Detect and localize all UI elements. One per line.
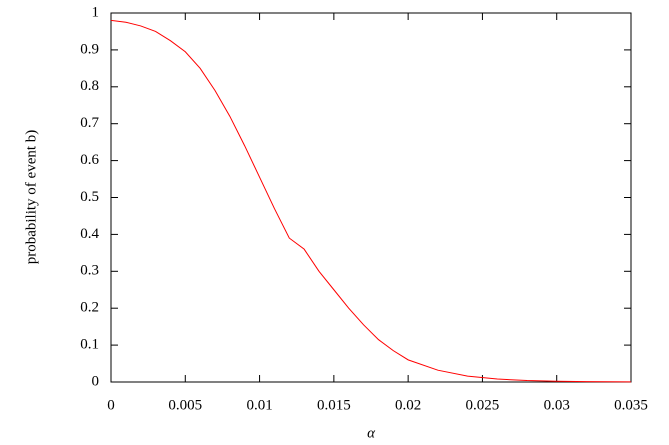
y-axis-label: probability of event b) <box>23 130 39 265</box>
x-axis-label: α <box>367 425 376 441</box>
x-tick-label: 0 <box>107 397 115 413</box>
y-tick-label: 0.2 <box>80 300 99 316</box>
x-tick-label: 0.005 <box>168 397 202 413</box>
y-tick-label: 0.3 <box>80 263 99 279</box>
y-tick-label: 0.7 <box>80 115 99 131</box>
x-tick-label: 0.01 <box>246 397 272 413</box>
x-tick-label: 0.035 <box>614 397 648 413</box>
y-tick-label: 0.8 <box>80 78 99 94</box>
x-tick-label: 0.03 <box>544 397 570 413</box>
y-tick-label: 0.6 <box>80 152 99 168</box>
x-tick-label: 0.015 <box>317 397 351 413</box>
x-tick-label: 0.02 <box>395 397 421 413</box>
y-tick-label: 0.9 <box>80 41 99 57</box>
y-tick-label: 1 <box>92 4 100 20</box>
plot-frame <box>110 12 632 383</box>
y-tick-label: 0 <box>92 373 100 389</box>
y-tick-label: 0.5 <box>80 189 99 205</box>
y-tick-label: 0.4 <box>80 226 99 242</box>
data-line <box>110 19 632 383</box>
x-tick-label: 0.025 <box>466 397 500 413</box>
y-tick-label: 0.1 <box>80 337 99 353</box>
